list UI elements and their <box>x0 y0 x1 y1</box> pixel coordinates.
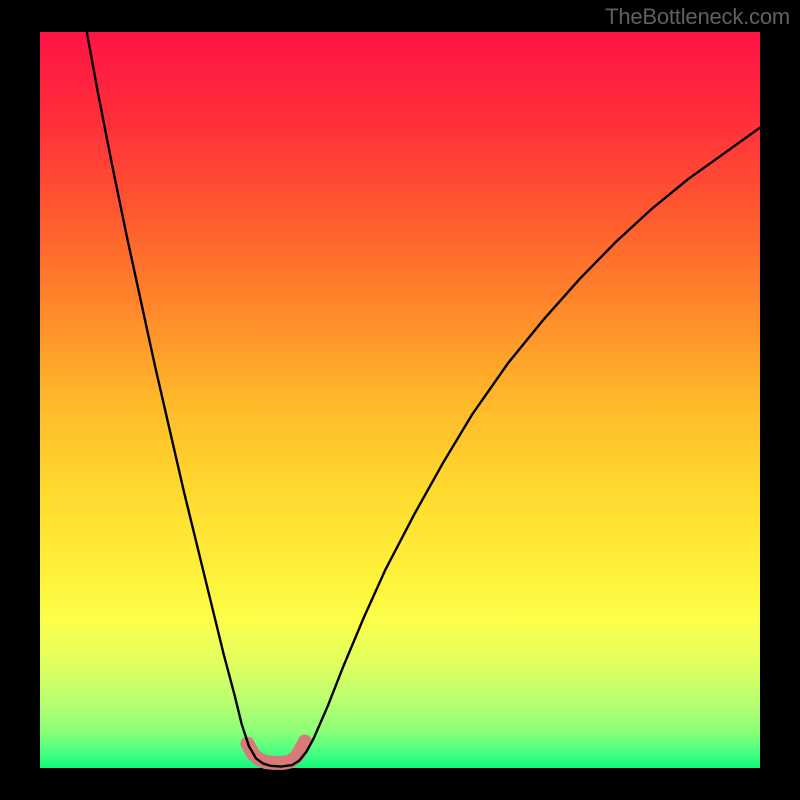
bottleneck-chart <box>0 0 800 800</box>
plot-area-gradient <box>40 32 760 768</box>
watermark-label: TheBottleneck.com <box>605 4 790 30</box>
